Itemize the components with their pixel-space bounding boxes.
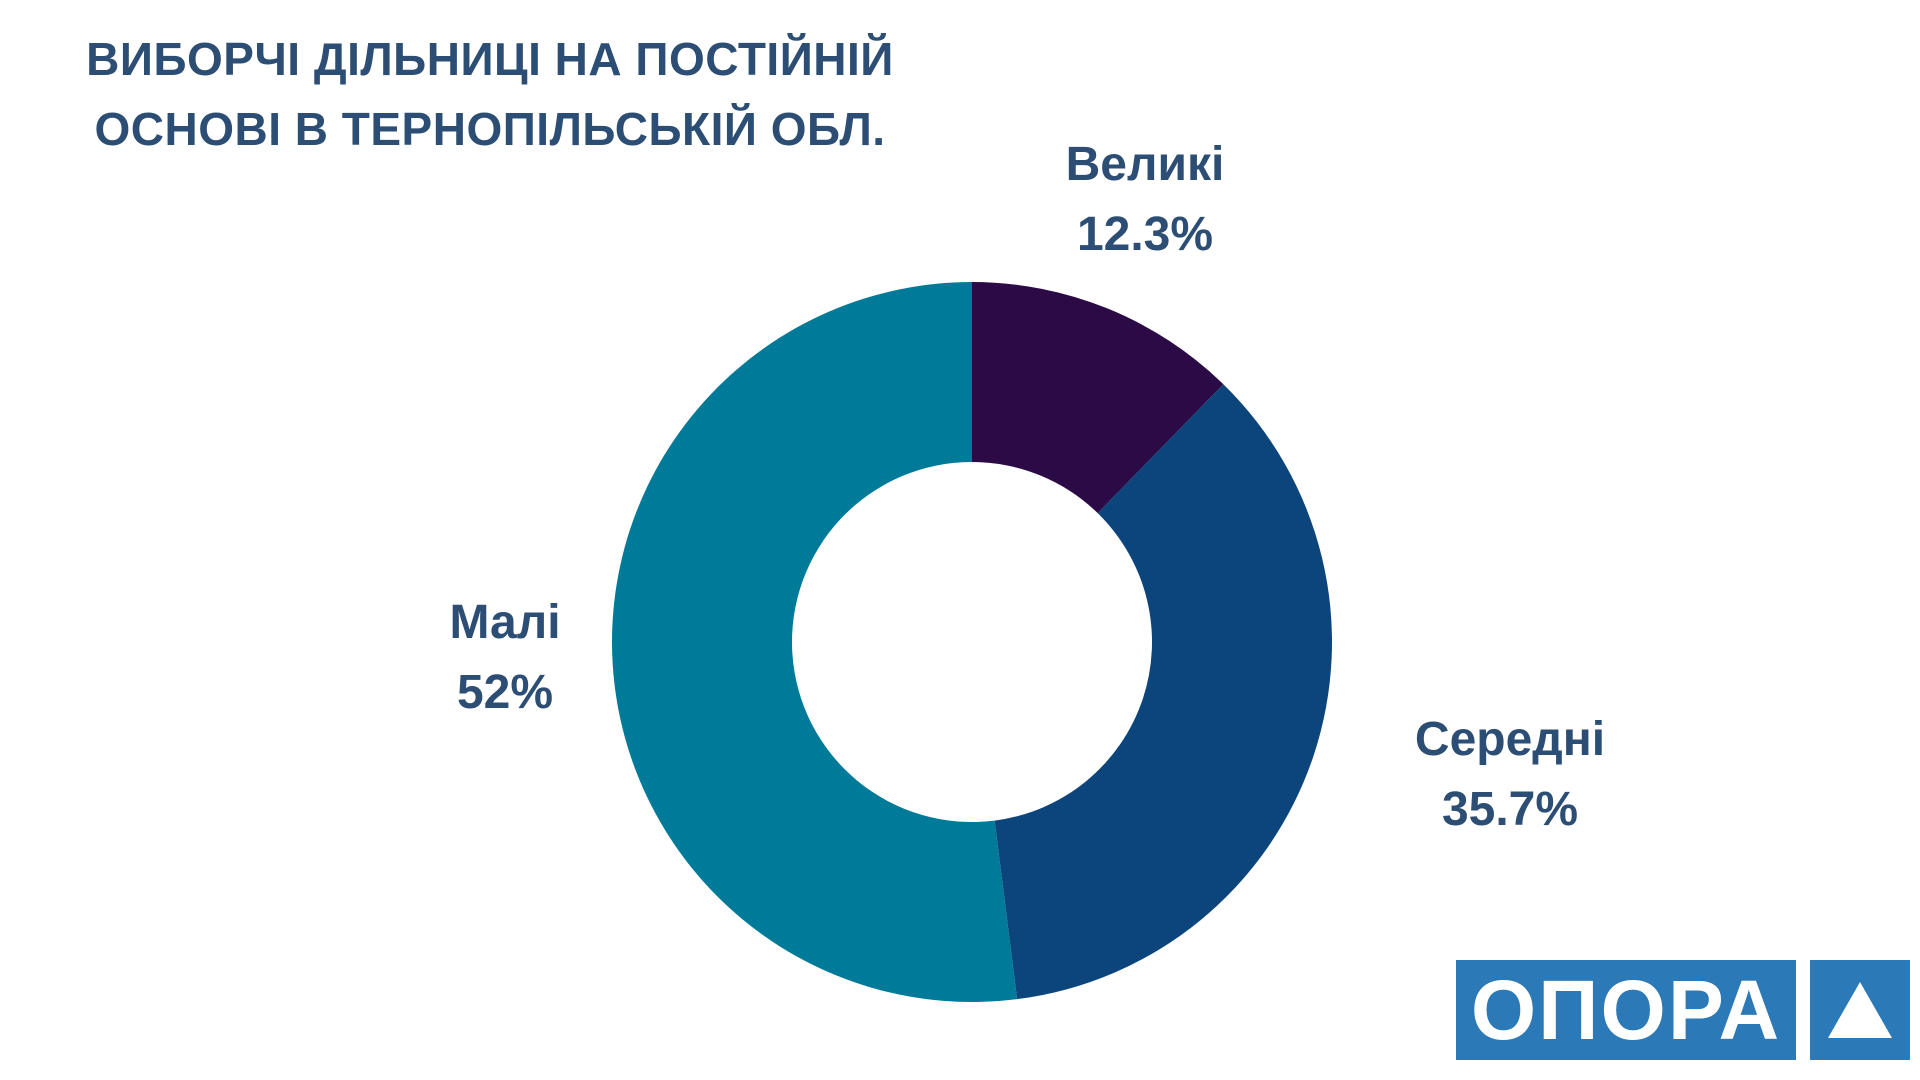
slice-3: [612, 282, 1018, 1002]
triangle-icon: [1810, 960, 1910, 1060]
slice-1: [972, 282, 1224, 514]
opora-logo: ОПОРА: [1456, 960, 1910, 1060]
chart-title-line-2: ОСНОВІ В ТЕРНОПІЛЬСЬКІЙ ОБЛ.: [94, 103, 886, 155]
slice-label-1: Великі: [1066, 138, 1225, 191]
slice-value-3: 52%: [457, 666, 553, 719]
slice-label-2: Середні: [1415, 713, 1605, 766]
logo-text: ОПОРА: [1456, 960, 1796, 1060]
chart-title-line-1: ВИБОРЧІ ДІЛЬНИЦІ НА ПОСТІЙНІЙ: [86, 33, 894, 85]
chart-title: ВИБОРЧІ ДІЛЬНИЦІ НА ПОСТІЙНІЙ ОСНОВІ В Т…: [40, 24, 940, 164]
slice-2: [994, 384, 1333, 1000]
slice-value-2: 35.7%: [1442, 783, 1578, 836]
slice-label-3: Малі: [449, 596, 560, 649]
slice-value-1: 12.3%: [1077, 208, 1213, 261]
